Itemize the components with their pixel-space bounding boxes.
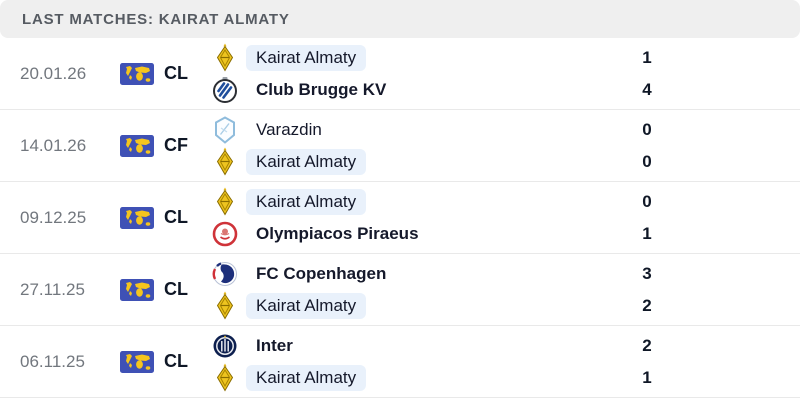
team-line[interactable]: Kairat Almaty 0	[212, 147, 664, 176]
team-score: 1	[642, 367, 652, 387]
kairat-almaty-logo	[212, 291, 238, 320]
team-name: FC Copenhagen	[256, 263, 387, 283]
team-score: 0	[642, 119, 652, 139]
world-flag-icon	[120, 134, 154, 157]
team-name: Club Brugge KV	[256, 79, 387, 99]
match-date: 06.11.25	[20, 351, 85, 371]
world-flag-icon	[120, 350, 154, 373]
competition-code: CL	[164, 351, 188, 371]
competition: CF	[120, 134, 212, 157]
club-brugge-logo	[212, 76, 238, 104]
teams-block: Varazdin 0 Kairat Almaty 0	[212, 115, 664, 176]
competition-code: CL	[164, 279, 188, 299]
team-score: 2	[642, 335, 652, 355]
widget-title: LAST MATCHES: KAIRAT ALMATY	[22, 10, 290, 28]
team-name: Kairat Almaty	[246, 148, 367, 175]
kairat-almaty-logo	[212, 187, 238, 216]
competition-code: CF	[164, 135, 188, 155]
team-score: 0	[642, 151, 652, 171]
team-name: Olympiacos Piraeus	[256, 223, 419, 243]
teams-block: FC Copenhagen 3 Kairat Almaty 2	[212, 260, 664, 320]
teams-block: Kairat Almaty 1 Club Brugge KV 4	[212, 43, 664, 104]
teams-block: Kairat Almaty 0 Olympiacos Piraeus 1	[212, 187, 664, 248]
kairat-almaty-logo	[212, 363, 238, 392]
team-line[interactable]: FC Copenhagen 3	[212, 260, 664, 288]
inter-logo	[212, 332, 238, 360]
match-date: 27.11.25	[20, 279, 85, 299]
kairat-almaty-logo	[212, 147, 238, 176]
team-name: Kairat Almaty	[246, 292, 367, 319]
team-line[interactable]: Varazdin 0	[212, 115, 664, 144]
competition-code: CL	[164, 63, 188, 83]
world-flag-icon	[120, 206, 154, 229]
world-flag-icon	[120, 278, 154, 301]
competition-code: CL	[164, 207, 188, 227]
olympiacos-logo	[212, 220, 238, 248]
match-row[interactable]: 14.01.26 CF Varazdin 0 Kairat Almaty 0	[0, 110, 800, 182]
team-score: 0	[642, 191, 652, 211]
match-row[interactable]: 20.01.26 CL Kairat Almaty 1 Club Brugge …	[0, 38, 800, 110]
team-score: 1	[642, 47, 652, 67]
team-score: 1	[642, 223, 652, 243]
team-score: 2	[642, 295, 652, 315]
competition: CL	[120, 350, 212, 373]
team-score: 4	[642, 79, 652, 99]
world-flag-icon	[120, 62, 154, 85]
kairat-almaty-logo	[212, 43, 238, 72]
match-date: 14.01.26	[20, 135, 87, 155]
match-date: 09.12.25	[20, 207, 87, 227]
competition: CL	[120, 278, 212, 301]
varazdin-logo	[212, 115, 238, 144]
match-row[interactable]: 27.11.25 CL FC Copenhagen 3 Kairat Almat…	[0, 254, 800, 326]
team-score: 3	[642, 263, 652, 283]
team-name: Inter	[256, 335, 293, 355]
widget-header: LAST MATCHES: KAIRAT ALMATY	[0, 0, 800, 38]
match-row[interactable]: 09.12.25 CL Kairat Almaty 0 Olympiacos P…	[0, 182, 800, 254]
team-name: Varazdin	[256, 119, 322, 139]
team-line[interactable]: Olympiacos Piraeus 1	[212, 220, 664, 248]
team-line[interactable]: Kairat Almaty 1	[212, 43, 664, 72]
teams-block: Inter 2 Kairat Almaty 1	[212, 332, 664, 392]
team-name: Kairat Almaty	[246, 188, 367, 215]
fc-copenhagen-logo	[212, 260, 238, 288]
team-line[interactable]: Kairat Almaty 1	[212, 363, 664, 392]
match-list: 20.01.26 CL Kairat Almaty 1 Club Brugge …	[0, 38, 800, 398]
competition: CL	[120, 206, 212, 229]
team-name: Kairat Almaty	[246, 364, 367, 391]
team-line[interactable]: Club Brugge KV 4	[212, 76, 664, 104]
team-line[interactable]: Kairat Almaty 0	[212, 187, 664, 216]
team-name: Kairat Almaty	[246, 44, 367, 71]
team-line[interactable]: Kairat Almaty 2	[212, 291, 664, 320]
match-date: 20.01.26	[20, 63, 87, 83]
competition: CL	[120, 62, 212, 85]
match-row[interactable]: 06.11.25 CL Inter 2 Kairat Almaty 1	[0, 326, 800, 398]
team-line[interactable]: Inter 2	[212, 332, 664, 360]
